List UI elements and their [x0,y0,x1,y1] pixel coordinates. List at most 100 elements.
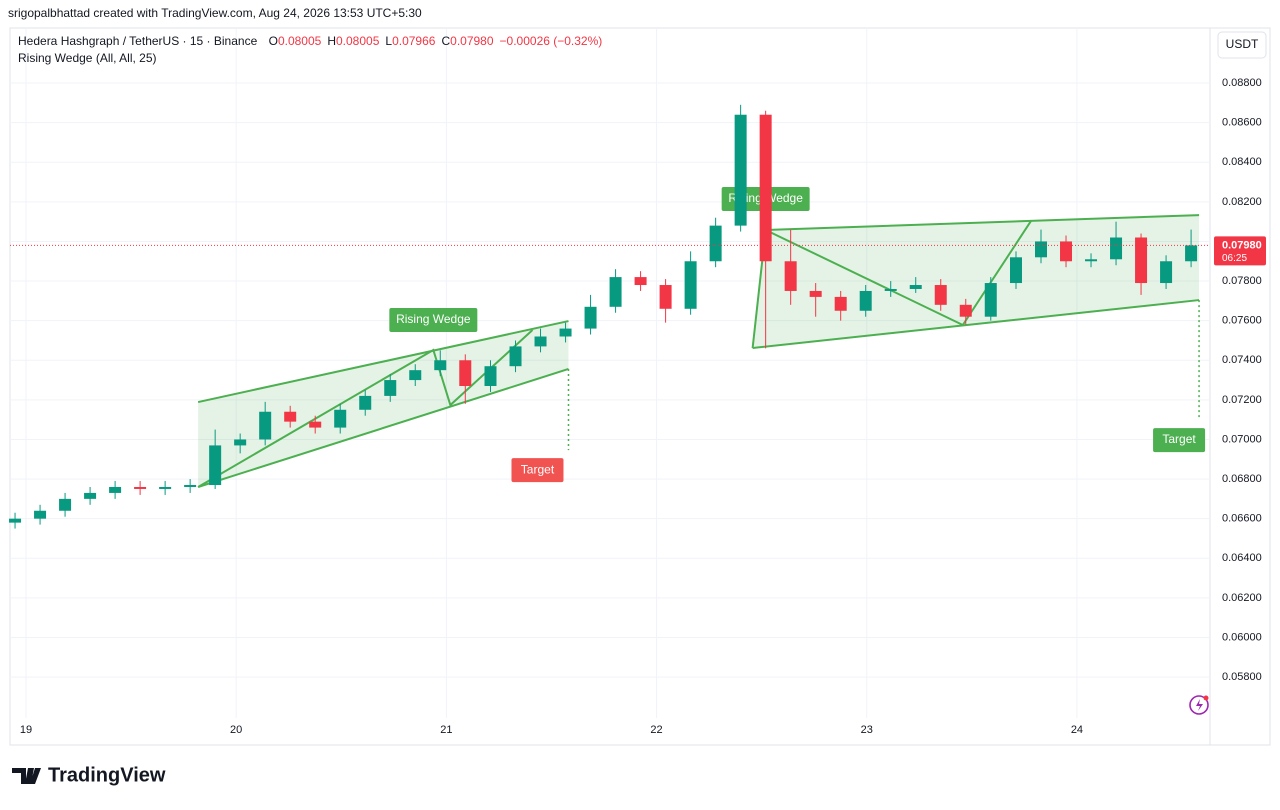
candle-body [334,409,347,428]
wedge-upper [765,214,1200,231]
candle-body [734,114,747,226]
y-tick-label: 0.08800 [1222,77,1262,89]
currency[interactable]: USDT [1226,37,1259,51]
x-tick-label: 24 [1071,724,1083,736]
wedge-zigzag [751,220,1032,349]
pattern-label[interactable]: Rising Wedge [396,312,471,326]
last-price-box [1214,236,1266,266]
candle-body [609,277,622,307]
candles [9,104,1198,529]
candle-body [309,421,322,428]
candle-body [1135,237,1148,284]
candle-body [709,225,722,262]
logo-mark [12,768,41,784]
ohlc-value: 0.08005 [278,34,322,48]
overlay: 0.05800 0.06000 0.06200 0.06400 0.06600 0.068… [10,77,1266,736]
candle-body [259,411,272,440]
grid [10,28,1210,718]
candle-body [1060,241,1073,262]
x-tick-label: 22 [650,724,662,736]
candle-body [9,518,22,523]
x-tick-label: 21 [440,724,452,736]
candle-body [684,261,697,309]
candle-body [759,114,772,262]
y-tick-label: 0.06600 [1222,513,1262,525]
candle-body [509,346,522,367]
icon-ring[interactable] [1189,695,1209,715]
y-tick-label: 0.06400 [1222,552,1262,564]
currency-box[interactable] [1217,31,1267,59]
y-tick-label: 0.08600 [1222,117,1262,129]
indicator-name: Rising Wedge (All, All, 25) [18,51,157,65]
chart-frame [9,27,1271,746]
candle-body [109,486,122,493]
x-tick-label: 20 [230,724,242,736]
candle-body [284,411,297,422]
y-tick-label: 0.06800 [1222,473,1262,485]
candle-body [809,290,822,297]
x-tick-label: 23 [861,724,873,736]
candle-body [434,360,447,371]
ohlc-key: O [269,34,278,48]
x-tick-label: 19 [20,724,32,736]
candle-body [59,498,72,511]
logo: TradingView [12,764,166,786]
wedge-fill [752,215,1200,348]
y-tick-label: 0.06000 [1222,631,1262,643]
icon-bolt[interactable] [1196,699,1203,711]
candle-body [909,285,922,289]
candle-body [659,285,672,309]
candle-body [134,486,147,489]
candle-body [859,290,872,311]
pattern-box[interactable] [389,307,478,332]
candle-body [34,510,47,519]
y-tick-label: 0.07400 [1222,354,1262,366]
candle-body [1009,257,1022,284]
candle-body [84,492,97,499]
symbol-legend: Hedera Hashgraph / TetherUS · 15 · Binan… [18,34,602,48]
ohlc-key: L [385,34,392,48]
countdown: 06:25 [1222,253,1247,264]
target-label[interactable]: Target [521,462,555,476]
y-tick-label: 0.07000 [1222,433,1262,445]
candle-body [884,288,897,291]
candle-body [934,285,947,305]
target-label[interactable]: Target [1162,432,1196,446]
candle-body [984,283,997,317]
ohlc-value: 0.07966 [392,34,436,48]
ohlc-key: H [327,34,336,48]
candle-body [234,439,247,446]
candle-body [634,277,647,286]
alert-icon[interactable] [1189,695,1209,715]
ohlc-key: C [441,34,450,48]
candle-body [1185,245,1198,262]
y-tick-label: 0.08400 [1222,156,1262,168]
ohlc-value: 0.08005 [336,34,380,48]
y-tick-label: 0.05800 [1222,671,1262,683]
wedge-fill [198,321,569,487]
candle-body [784,261,797,291]
y-tick-label: 0.07800 [1222,275,1262,287]
candle-body [1085,259,1098,262]
brand: TradingView [48,764,166,786]
icon-dot[interactable] [1203,695,1209,701]
y-tick-label: 0.06200 [1222,592,1262,604]
y-tick-label: 0.07600 [1222,315,1262,327]
target-box[interactable] [1153,428,1206,453]
credit: srigopalbhattad created with TradingView… [8,6,422,20]
candle-body [534,336,547,347]
candle-body [484,366,497,387]
wedge-lower [752,299,1200,349]
candle-body [559,328,572,337]
last-price-label: 0.07980 [1222,239,1262,251]
symbol: Hedera Hashgraph / TetherUS · 15 · Binan… [18,34,258,48]
candle-body [409,370,422,381]
target-box[interactable] [511,458,564,483]
wedge-upper [197,320,569,404]
candle-body [1035,241,1048,258]
candle-body [959,304,972,317]
candle-body [359,395,372,410]
